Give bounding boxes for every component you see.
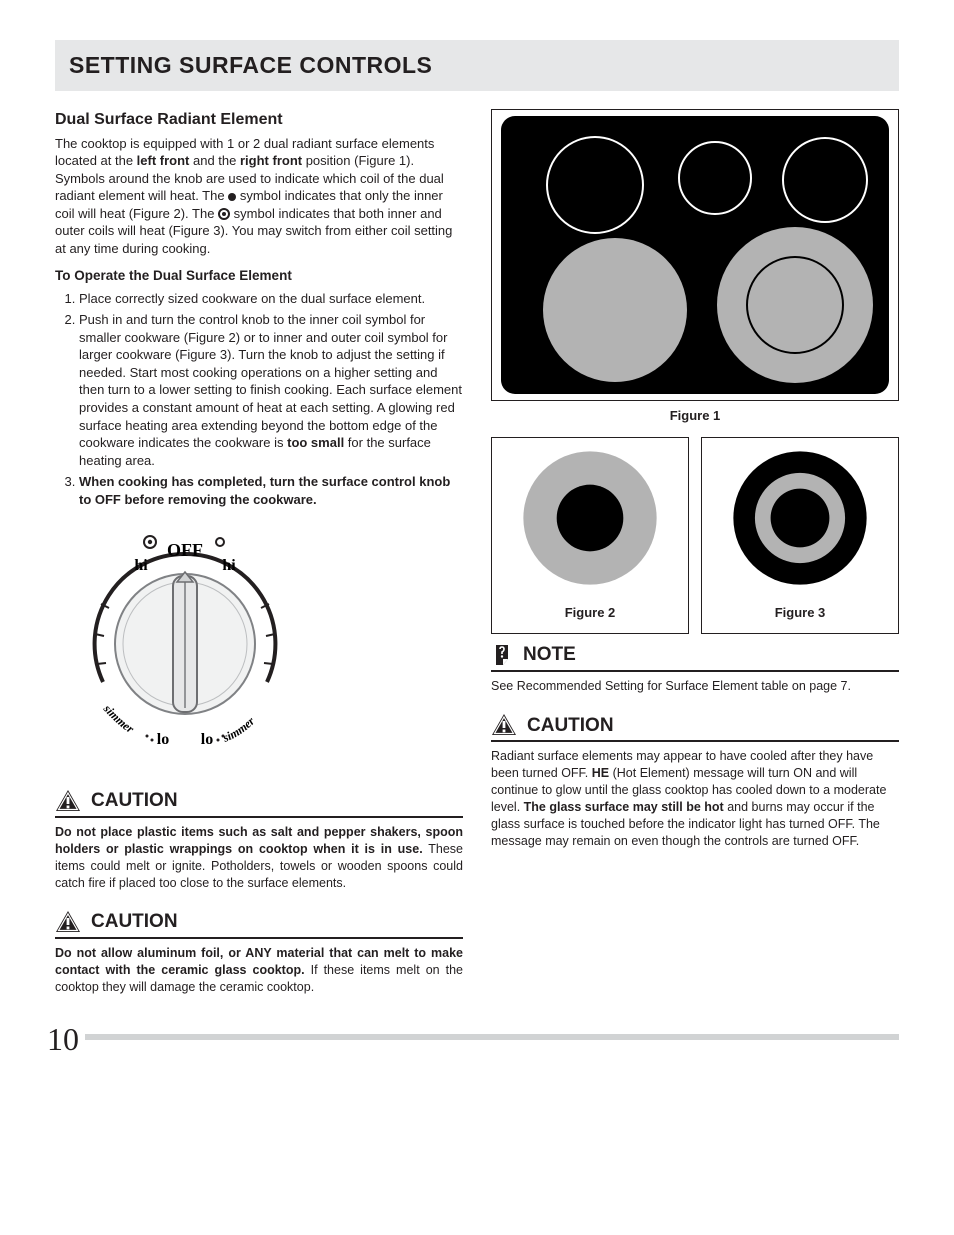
warning-icon [491,713,517,737]
figure-3: Figure 3 [701,437,899,635]
left-column: Dual Surface Radiant Element The cooktop… [55,109,463,1014]
figure-3-caption: Figure 3 [702,604,898,622]
note-label: NOTE [523,642,576,668]
page-number: 10 [47,1018,85,1061]
warning-icon [55,789,81,813]
step-3: When cooking has completed, turn the sur… [79,473,463,508]
note-header: NOTE [491,642,899,672]
caution-1-header: CAUTION [55,788,463,818]
svg-text:hi: hi [222,557,236,574]
svg-text:lo: lo [157,731,169,748]
caution-right-header: CAUTION [491,713,899,743]
intro-paragraph: The cooktop is equipped with 1 or 2 dual… [55,135,463,258]
figure-1-caption: Figure 1 [491,407,899,425]
note-icon [491,643,513,667]
caution-right-label: CAUTION [527,713,614,739]
caution-2-label: CAUTION [91,909,178,935]
figure-2-caption: Figure 2 [492,604,688,622]
steps-list: Place correctly sized cookware on the du… [55,290,463,509]
figure-2: Figure 2 [491,437,689,635]
dual-coil-icon [218,208,230,220]
inner-coil-icon [228,193,236,201]
caution-1-label: CAUTION [91,788,178,814]
caution-2-header: CAUTION [55,909,463,939]
section-title-bar: SETTING SURFACE CONTROLS [55,40,899,91]
svg-text:hi: hi [134,557,148,574]
figure-1 [491,109,899,401]
knob-diagram: OFF hi hi [55,514,463,774]
knob-off-label: OFF [167,540,203,560]
operate-heading: To Operate the Dual Surface Element [55,267,463,285]
right-column: Figure 1 Figure 2 Figure 3 [491,109,899,1014]
caution-1-body: Do not place plastic items such as salt … [55,824,463,892]
subheading: Dual Surface Radiant Element [55,109,463,131]
warning-icon [55,910,81,934]
caution-2-body: Do not allow aluminum foil, or ANY mater… [55,945,463,996]
section-title: SETTING SURFACE CONTROLS [69,50,885,81]
svg-text:lo: lo [201,731,213,748]
svg-text:simmer: simmer [220,714,258,745]
page-footer: 10 [55,1034,899,1074]
figure-2-3-row: Figure 2 Figure 3 [491,437,899,635]
svg-text:simmer: simmer [100,701,137,736]
note-body: See Recommended Setting for Surface Elem… [491,678,899,695]
caution-right-body: Radiant surface elements may appear to h… [491,748,899,849]
two-column-layout: Dual Surface Radiant Element The cooktop… [55,109,899,1014]
step-1: Place correctly sized cookware on the du… [79,290,463,308]
step-2: Push in and turn the control knob to the… [79,311,463,469]
